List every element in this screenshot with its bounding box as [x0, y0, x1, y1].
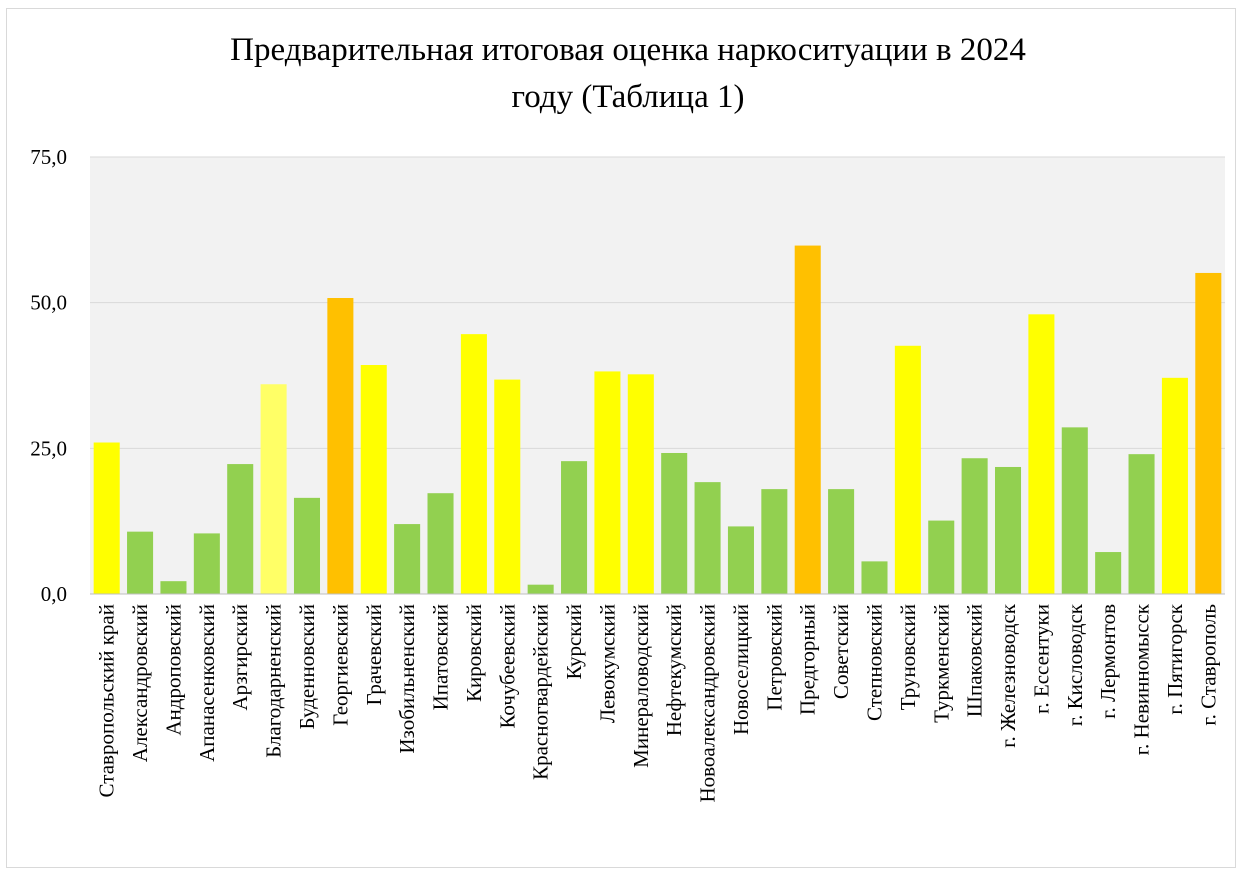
- bar: [1195, 272, 1222, 594]
- bar: [961, 458, 988, 594]
- bar: [694, 482, 721, 594]
- bar: [93, 442, 120, 594]
- bar: [1161, 377, 1188, 594]
- y-tick-label: 50,0: [30, 291, 67, 315]
- x-tick-label: Ставропольский край: [95, 604, 119, 797]
- bar: [193, 533, 220, 594]
- bar: [460, 334, 487, 594]
- x-tick-label: Курский: [562, 604, 586, 679]
- bar: [160, 581, 187, 594]
- bar: [627, 374, 654, 594]
- x-tick-label: Предгорный: [796, 604, 820, 715]
- bar: [761, 489, 788, 594]
- bar: [727, 526, 754, 594]
- bar: [427, 493, 454, 594]
- x-tick-label: Ипатовский: [429, 604, 453, 710]
- x-tick-label: Буденновский: [295, 604, 319, 730]
- x-tick-label: Минераловодский: [629, 604, 653, 768]
- x-tick-label: Петровский: [762, 604, 786, 711]
- bar: [394, 524, 421, 594]
- x-tick-label: Нефтекумский: [662, 604, 686, 736]
- bar: [861, 561, 888, 594]
- x-tick-label: Шпаковский: [963, 604, 987, 717]
- x-tick-label: Изобильненский: [395, 604, 419, 754]
- y-axis-ticks: 0,0 25,0 50,0 75,0: [30, 145, 67, 606]
- x-tick-label: г. Железноводск: [996, 603, 1020, 748]
- x-tick-label: Красногвардейский: [529, 604, 553, 780]
- bar: [227, 464, 254, 594]
- bar: [661, 452, 688, 594]
- y-tick-label: 0,0: [41, 582, 67, 606]
- plot-area: [90, 157, 1225, 594]
- x-tick-label: Андроповский: [161, 604, 185, 736]
- x-tick-label: Александровский: [128, 604, 152, 762]
- bar: [561, 461, 588, 594]
- x-tick-label: Арзгирский: [228, 604, 252, 711]
- bar: [794, 245, 821, 594]
- bar: [894, 345, 921, 594]
- x-tick-label: г. Невинномысск: [1130, 603, 1154, 755]
- x-axis-labels: Ставропольский край Александровский Андроп…: [95, 603, 1221, 802]
- bar: [527, 584, 554, 594]
- y-tick-label: 25,0: [30, 436, 67, 460]
- x-tick-label: Советский: [829, 604, 853, 699]
- chart-title-line-1: Предварительная итоговая оценка наркосит…: [230, 32, 1026, 68]
- x-tick-label: Степновский: [862, 604, 886, 721]
- bar: [494, 379, 521, 594]
- x-tick-label: Труновский: [896, 604, 920, 710]
- bar: [594, 371, 621, 594]
- bar: [1028, 314, 1055, 594]
- x-tick-label: Грачевский: [362, 604, 386, 705]
- x-tick-label: г. Лермонтов: [1096, 604, 1120, 719]
- bar: [828, 489, 855, 594]
- x-tick-label: г. Пятигорск: [1163, 603, 1187, 714]
- bar: [1095, 552, 1122, 594]
- x-tick-label: Новоалександровский: [696, 604, 720, 803]
- bar: [1128, 454, 1155, 594]
- x-tick-label: г. Ставрополь: [1196, 604, 1220, 726]
- x-tick-label: Левокумский: [595, 604, 619, 723]
- bar: [293, 497, 321, 594]
- x-tick-label: г. Ессентуки: [1029, 604, 1053, 714]
- x-tick-label: Туркменский: [929, 604, 953, 723]
- bar: [360, 365, 387, 594]
- bar: [1061, 427, 1088, 594]
- x-tick-label: Георгиевский: [328, 604, 352, 726]
- bars: [93, 245, 1222, 594]
- bar: [260, 384, 287, 594]
- x-tick-label: Новоселицкий: [729, 604, 753, 735]
- chart-title-line-2: году (Таблица 1): [512, 79, 745, 115]
- bar: [127, 531, 154, 594]
- x-tick-label: Благодарненский: [262, 604, 286, 758]
- bar: [928, 520, 955, 594]
- x-tick-label: г. Кисловодск: [1063, 603, 1087, 726]
- x-tick-label: Кировский: [462, 604, 486, 702]
- bar: [327, 298, 354, 594]
- bar: [995, 466, 1022, 594]
- y-tick-label: 75,0: [30, 145, 67, 169]
- x-tick-label: Кочубеевский: [495, 604, 519, 729]
- x-tick-label: Апанасенковский: [195, 604, 219, 762]
